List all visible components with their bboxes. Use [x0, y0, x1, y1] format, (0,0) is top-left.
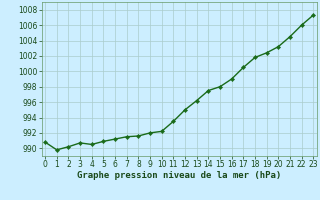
X-axis label: Graphe pression niveau de la mer (hPa): Graphe pression niveau de la mer (hPa)	[77, 171, 281, 180]
